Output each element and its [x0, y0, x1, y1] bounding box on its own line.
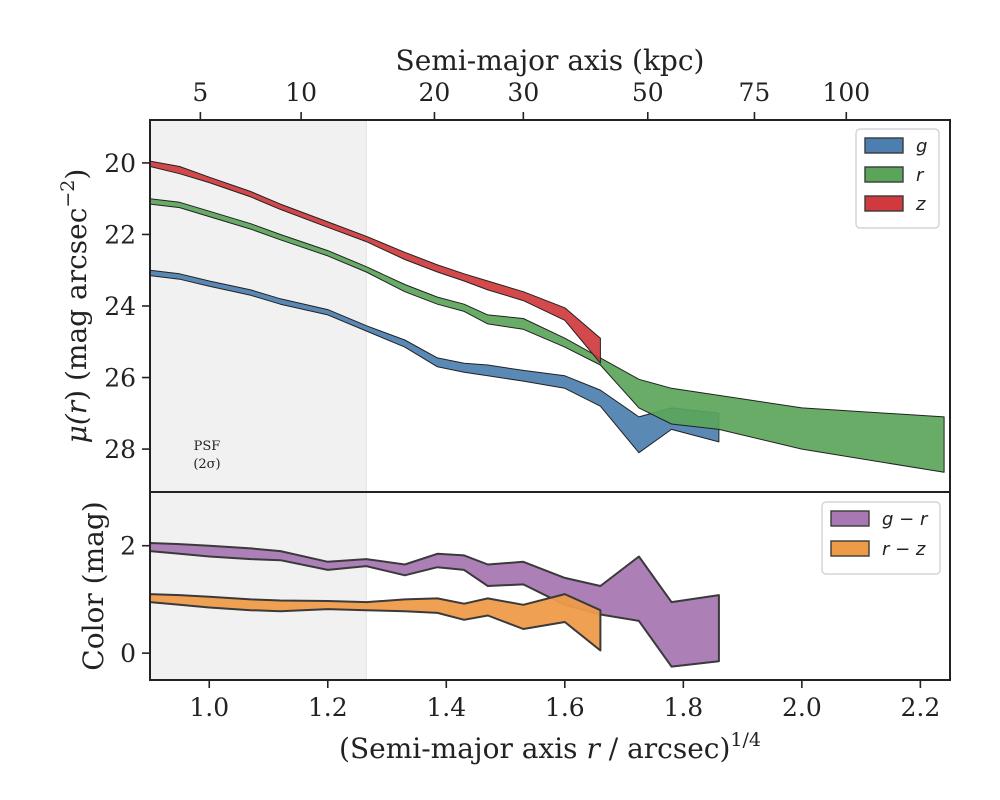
x-tick-label: 1.4	[426, 693, 466, 722]
psf-shaded-region	[150, 492, 367, 680]
series-group	[150, 542, 720, 668]
psf-shaded-region	[150, 120, 367, 492]
y-tick-label: 20	[104, 149, 136, 178]
y-tick-label: 28	[104, 435, 136, 464]
legend-bottom-label-1: r − z	[882, 539, 926, 560]
y-axis-title-close: )	[60, 169, 93, 180]
x-tick-label: 1.6	[545, 693, 585, 722]
legend-top-label-0: g	[916, 136, 927, 157]
x-axis-title: (Semi-major axis r / arcsec)1/4	[339, 729, 761, 765]
x-axis-title-r: r	[586, 732, 601, 765]
x-tick-label: 1.0	[189, 693, 229, 722]
x2-tick-label: 30	[507, 78, 539, 107]
color-y-axis-title: Color (mag)	[77, 501, 110, 670]
axes-frame	[149, 491, 951, 681]
y-axis-title-mu: μ(	[60, 413, 93, 443]
series-band-0	[150, 542, 720, 668]
y-tick-label: 0	[120, 639, 136, 668]
x-axis-title-exponent: 1/4	[730, 729, 761, 751]
series-group	[150, 160, 945, 473]
y-axis-title-units: ) (mag arcsec	[60, 208, 93, 401]
y-tick-label: 22	[104, 220, 136, 249]
y-axis-title: μ(r) (mag arcsec−2)	[57, 169, 93, 444]
x2-tick-label: 75	[739, 78, 771, 107]
x-tick-label: 2.2	[900, 693, 940, 722]
legend-top-swatch-0	[864, 137, 904, 154]
x-tick-label: 2.0	[782, 693, 822, 722]
x-axis-title-units: / arcsec)	[600, 732, 731, 765]
y-axis-title-r: r	[60, 399, 93, 414]
x-tick-label: 1.2	[308, 693, 348, 722]
series-band-1	[150, 198, 945, 473]
x2-tick-label: 10	[285, 78, 317, 107]
x2-tick-label: 50	[632, 78, 664, 107]
series-band-0	[150, 269, 720, 454]
series-band-2	[150, 160, 601, 364]
surface-brightness-panel: 20 22 24 26 28 5 10 20 30 50 75 100 Semi-major axis …	[57, 44, 951, 493]
y-tick-label: 2	[120, 532, 136, 561]
y-tick-label: 24	[104, 292, 136, 321]
x2-tick-label: 20	[419, 78, 451, 107]
legend-top-label-1: r	[916, 165, 925, 186]
legend-top-swatch-2	[864, 195, 904, 212]
x2-tick-label: 100	[822, 78, 870, 107]
x2-axis-title: Semi-major axis (kpc)	[396, 44, 705, 77]
legend-bottom-swatch-0	[830, 510, 870, 527]
psf-sigma-label: (2σ)	[193, 457, 220, 472]
legend-bottom-label-0: g − r	[882, 509, 929, 530]
y-axis-title-exponent: −2	[57, 180, 79, 208]
psf-label: PSF	[194, 439, 221, 454]
series-band-1	[150, 593, 602, 652]
legend-top-label-2: z	[915, 194, 926, 215]
y-tick-label: 26	[104, 364, 136, 393]
color-panel: 0 2 1.0 1.2 1.4 1.6 1.8 2.0 2.2 Color (mag) (Semi-…	[77, 491, 951, 765]
legend-top-swatch-1	[864, 166, 904, 183]
x-axis-title-start: (Semi-major axis	[339, 732, 586, 765]
x2-tick-label: 5	[192, 78, 208, 107]
legend-bottom-swatch-1	[830, 540, 870, 557]
x-tick-label: 1.8	[663, 693, 703, 722]
